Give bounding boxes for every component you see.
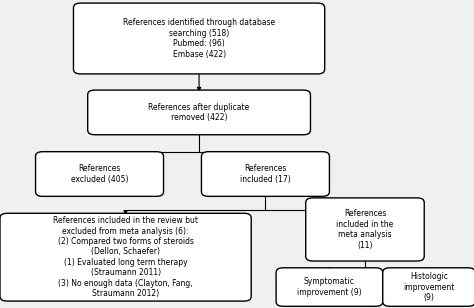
FancyBboxPatch shape (306, 198, 424, 261)
FancyBboxPatch shape (383, 268, 474, 306)
Text: References
excluded (405): References excluded (405) (71, 164, 128, 184)
Text: References identified through database
searching (518)
Pubmed: (96)
Embase (422): References identified through database s… (123, 18, 275, 59)
FancyBboxPatch shape (73, 3, 325, 74)
FancyBboxPatch shape (201, 152, 329, 197)
FancyBboxPatch shape (0, 213, 251, 301)
Text: References
included (17): References included (17) (240, 164, 291, 184)
Text: References included in the review but
excluded from meta analysis (6):
(2) Compa: References included in the review but ex… (53, 216, 198, 298)
Text: Symptomatic
improvement (9): Symptomatic improvement (9) (297, 278, 362, 297)
FancyBboxPatch shape (276, 268, 383, 306)
FancyBboxPatch shape (88, 90, 310, 135)
Text: Histologic
improvement
(9): Histologic improvement (9) (403, 272, 455, 302)
FancyBboxPatch shape (36, 152, 164, 197)
Text: References
included in the
meta analysis
(11): References included in the meta analysis… (337, 209, 393, 249)
Text: References after duplicate
removed (422): References after duplicate removed (422) (148, 103, 250, 122)
